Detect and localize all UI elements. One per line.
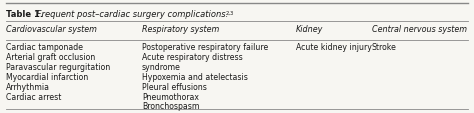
Text: 2,3: 2,3	[226, 11, 234, 16]
Text: Pleural effusions: Pleural effusions	[142, 82, 207, 91]
Text: Central nervous system: Central nervous system	[372, 24, 467, 33]
Text: Postoperative respiratory failure: Postoperative respiratory failure	[142, 43, 268, 52]
Text: Stroke: Stroke	[372, 43, 397, 52]
Text: Kidney: Kidney	[296, 24, 323, 33]
Text: Respiratory system: Respiratory system	[142, 24, 219, 33]
Text: Myocardial infarction: Myocardial infarction	[6, 72, 88, 81]
Text: Hypoxemia and atelectasis: Hypoxemia and atelectasis	[142, 72, 248, 81]
Text: Table 1.: Table 1.	[6, 10, 43, 19]
Text: Cardiac arrest: Cardiac arrest	[6, 92, 61, 101]
Text: Arterial graft occlusion: Arterial graft occlusion	[6, 53, 95, 62]
Text: Cardiac tamponade: Cardiac tamponade	[6, 43, 83, 52]
Text: Acute kidney injury: Acute kidney injury	[296, 43, 372, 52]
Text: Arrhythmia: Arrhythmia	[6, 82, 50, 91]
Text: Frequent post–cardiac surgery complications.: Frequent post–cardiac surgery complicati…	[35, 10, 229, 19]
Text: Cardiovascular system: Cardiovascular system	[6, 24, 97, 33]
Text: Acute respiratory distress: Acute respiratory distress	[142, 53, 243, 62]
Text: Pneumothorax: Pneumothorax	[142, 92, 199, 101]
Text: Bronchospasm: Bronchospasm	[142, 101, 200, 110]
Text: syndrome: syndrome	[142, 63, 181, 71]
Text: Paravascular regurgitation: Paravascular regurgitation	[6, 63, 110, 71]
